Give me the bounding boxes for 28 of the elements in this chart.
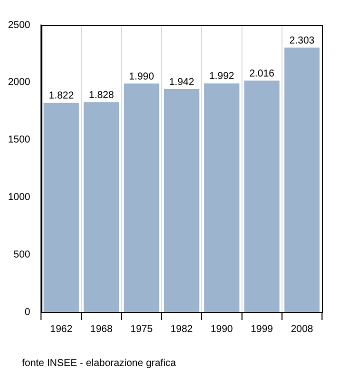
y-tick-label: 500 — [14, 249, 31, 260]
bar — [244, 80, 280, 312]
x-tick-label: 1968 — [90, 324, 113, 335]
y-tick-label: 2000 — [8, 77, 31, 88]
data-label: 1.822 — [48, 90, 74, 102]
y-tick-label: 2500 — [8, 20, 31, 31]
y-tick-label: 1000 — [8, 192, 31, 203]
bar — [44, 102, 79, 312]
bar — [204, 83, 240, 312]
x-tick-label: 1990 — [210, 324, 234, 335]
x-tick-label: 2008 — [290, 324, 314, 335]
y-tick-label: 1500 — [8, 134, 31, 146]
source-note: fonte INSEE - elaborazione grafica — [22, 358, 176, 369]
data-label: 1.828 — [88, 90, 114, 101]
data-label: 1.992 — [209, 71, 235, 82]
x-tick-label: 1975 — [130, 324, 154, 335]
bar — [164, 89, 200, 312]
data-label: 2.303 — [289, 35, 315, 46]
y-tick-label: 0 — [24, 306, 31, 318]
data-label: 2.016 — [249, 68, 275, 80]
x-tick-label: 1982 — [170, 324, 194, 335]
data-label: 1.990 — [129, 71, 154, 82]
x-tick-label: 1962 — [50, 324, 73, 335]
bar — [124, 84, 160, 312]
bar — [284, 48, 320, 312]
bar — [84, 102, 120, 312]
data-label: 1.942 — [169, 76, 195, 88]
x-tick-label: 1999 — [250, 324, 274, 335]
